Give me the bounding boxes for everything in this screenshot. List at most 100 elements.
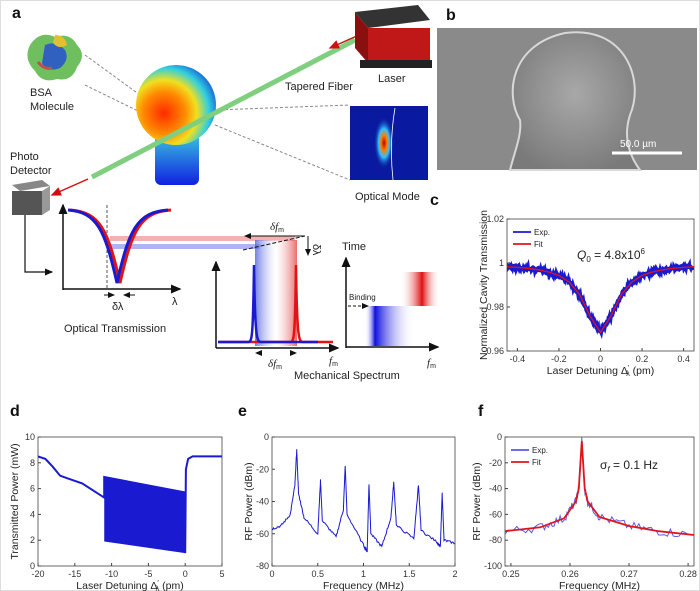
x-tick-label: 0: [269, 569, 274, 579]
bsa-label-line1: BSA: [30, 87, 53, 99]
red-resonance-curve: [69, 208, 172, 284]
x-tick-label: 0.27: [620, 569, 638, 579]
guide-lines: [84, 54, 351, 181]
tapered-fiber-label: Tapered Fiber: [285, 81, 353, 93]
delta-fm-bottom-label: δfm: [268, 358, 282, 371]
signal-arrow: [24, 215, 54, 276]
x-tick-label: 0.25: [502, 569, 520, 579]
transmission-line: [38, 455, 222, 554]
x-tick-label: 0.28: [679, 569, 697, 579]
y-tick-label: 0: [30, 561, 35, 571]
y-tick-label: 1.02: [486, 214, 504, 224]
y-tick-label: 4: [30, 509, 35, 519]
output-arrow: [50, 178, 89, 196]
optical-transmission-sketch: [58, 203, 295, 298]
red-frequency-band: [400, 272, 440, 306]
x-tick-label: 0.4: [677, 354, 690, 364]
y-tick-label: -40: [489, 484, 502, 494]
panel-letter-a: a: [12, 5, 21, 22]
chart-d: -20 -15 -10 -5 0 5 0 2 4 6 8 10 Laser Detuning Δ′ λ (…: [9, 432, 225, 591]
sem-image: [437, 28, 697, 171]
y-axis-label: Transmitted Power (mW): [9, 443, 21, 559]
optical-mode-label: Optical Mode: [355, 191, 420, 203]
charts: -0.4 -0.2 0 0.2 0.4 0.96 0.98 1 1.02 Laser Detuni…: [9, 210, 697, 591]
laser-icon: [355, 5, 432, 68]
legend-label: Fit: [534, 240, 544, 249]
series-group: [272, 449, 455, 553]
y-tick-label: 0.98: [486, 302, 504, 312]
fm-axis-right-label: fm: [427, 357, 436, 370]
x-tick-label: -0.2: [551, 354, 567, 364]
y-tick-label: 0: [264, 432, 269, 442]
y-tick-label: 2: [30, 535, 35, 545]
panel-letter-d: d: [10, 403, 20, 420]
plot-area: [504, 436, 695, 567]
y-tick-label: 6: [30, 484, 35, 494]
y-axis-label: RF Power (dBm): [243, 462, 255, 540]
y-tick-label: -60: [256, 529, 269, 539]
y-tick-label: -60: [489, 509, 502, 519]
oscillation-band: [104, 476, 186, 554]
legend-label: Exp.: [532, 446, 548, 455]
panel-letter-b: b: [446, 7, 456, 24]
x-tick-label: 0: [183, 569, 188, 579]
blue-resonance-curve: [67, 208, 169, 284]
x-tick-label: -5: [144, 569, 152, 579]
legend-label: Fit: [532, 458, 542, 467]
chart-f: 0.25 0.26 0.27 0.28 -100 -80 -60 -40 -20 0 Frequen…: [471, 432, 697, 591]
x-tick-label: -10: [105, 569, 118, 579]
y-tick-label: -100: [484, 561, 502, 571]
photo-detector-label-line1: Photo: [10, 151, 39, 163]
x-tick-label: 0.5: [311, 569, 324, 579]
blue-frequency-band: [365, 306, 415, 346]
x-tick-label: 0.2: [636, 354, 649, 364]
panel-letter-e: e: [238, 403, 247, 420]
y-tick-label: 0: [497, 432, 502, 442]
mechanical-spectrum-sketch: [211, 233, 340, 356]
x-tick-label: -20: [31, 569, 44, 579]
x-tick-label: 0.26: [561, 569, 579, 579]
y-tick-label: -80: [256, 561, 269, 571]
mechanical-spectrum-label: Mechanical Spectrum: [294, 370, 400, 382]
x-tick-label: 5: [219, 569, 224, 579]
time-trace-sketch: [341, 256, 440, 352]
lambda-axis-label: λ: [172, 296, 178, 308]
series-fit-line: [507, 266, 694, 334]
delta-lambda-label: δλ: [112, 301, 124, 313]
x-tick-label: 1.5: [403, 569, 416, 579]
series-line-spectrum: [272, 449, 455, 553]
y-tick-label: -20: [256, 464, 269, 474]
x-axis-label: Laser Detuning Δ′ λ (pm): [76, 580, 183, 591]
y-tick-label: 10: [25, 432, 35, 442]
scale-bar-label: 50.0 µm: [620, 139, 656, 150]
photo-detector-label-line2: Detector: [10, 165, 52, 177]
y-tick-label: -20: [489, 458, 502, 468]
x-tick-label: 1: [361, 569, 366, 579]
y-tick-label: -80: [489, 535, 502, 545]
x-axis-label: Frequency (MHz): [323, 580, 404, 591]
delta-lambda-vertical-label: δλ: [310, 244, 322, 256]
photo-detector-icon: [12, 180, 50, 215]
linewidth-annotation: σf = 0.1 Hz: [600, 458, 658, 474]
optical-transmission-label: Optical Transmission: [64, 323, 166, 335]
q-factor-annotation: Q0 = 4.8x106: [577, 247, 646, 264]
x-tick-label: 0: [598, 354, 603, 364]
y-tick-label: 0.96: [486, 346, 504, 356]
x-tick-label: -15: [68, 569, 81, 579]
y-axis-label: Normalized Cavity Transmission: [478, 210, 490, 360]
bsa-label-line2: Molecule: [30, 101, 74, 113]
chart-c: -0.4 -0.2 0 0.2 0.4 0.96 0.98 1 1.02 Laser Detuni…: [478, 210, 695, 378]
blue-shift-bar: [110, 244, 260, 249]
y-axis-label: RF Power (dBm): [471, 462, 483, 540]
time-axis-label: Time: [342, 241, 366, 253]
x-tick-label: 2: [452, 569, 457, 579]
series-group: [505, 437, 694, 538]
red-shift-bar: [110, 236, 295, 241]
y-tick-label: 8: [30, 458, 35, 468]
binding-label: Binding: [349, 293, 376, 302]
x-tick-label: -0.4: [510, 354, 526, 364]
fm-axis-label: fm: [329, 355, 338, 368]
y-tick-label: 1: [499, 258, 504, 268]
series-group: [507, 258, 694, 340]
y-tick-label: -40: [256, 497, 269, 507]
